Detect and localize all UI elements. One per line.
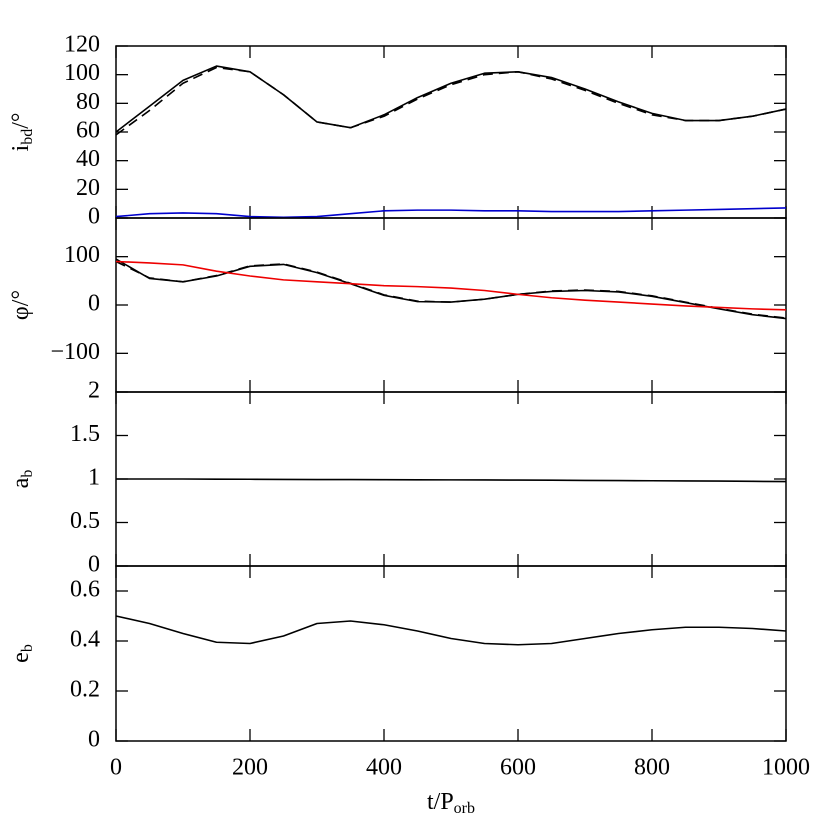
y-tick-label: 0.6 [70, 577, 100, 603]
y-axis-label: ab [8, 470, 36, 489]
label-text: φ/° [8, 290, 34, 320]
label-subscript: b [19, 644, 36, 652]
label-text: i [8, 144, 34, 151]
label-text: a [8, 477, 34, 488]
data-line [115, 65, 787, 133]
plot-frame [115, 217, 787, 393]
x-tick-label: 600 [500, 755, 536, 781]
y-tick-label: 20 [76, 175, 100, 201]
data-line [116, 478, 787, 483]
y-tick-label: 1 [88, 465, 100, 491]
y-tick-label: 0 [88, 552, 100, 578]
y-tick-label: 2 [88, 378, 100, 404]
y-tick-label: −100 [50, 339, 100, 365]
plot-frame [115, 565, 787, 742]
y-tick-label: 0 [88, 204, 100, 230]
x-tick-label: 0 [110, 755, 122, 781]
x-tick-label: 1000 [762, 755, 810, 781]
data-line [115, 615, 787, 646]
y-tick-label: 0.5 [70, 508, 100, 534]
label-subscript: b [19, 470, 36, 478]
y-tick-label: 0 [88, 291, 100, 317]
data-line [115, 260, 787, 311]
y-tick-label: 40 [76, 146, 100, 172]
x-tick-label: 800 [634, 755, 670, 781]
x-tick-label: 200 [232, 755, 268, 781]
x-axis-label: t/Porb [427, 789, 475, 817]
y-tick-label: 1.5 [70, 421, 100, 447]
label-subscript: orb [454, 800, 475, 817]
y-tick-label: 120 [64, 32, 100, 58]
label-text: /° [8, 113, 34, 129]
y-tick-label: 0.2 [70, 677, 100, 703]
y-tick-label: 80 [76, 89, 100, 115]
y-tick-label: 0.4 [70, 627, 100, 653]
y-tick-label: 60 [76, 118, 100, 144]
y-axis-label: eb [8, 644, 36, 663]
y-tick-label: 100 [64, 60, 100, 86]
label-text: t/P [427, 789, 454, 815]
y-tick-label: 100 [64, 242, 100, 268]
data-line [115, 260, 787, 319]
data-line [115, 207, 787, 219]
plot-frame [115, 45, 787, 219]
label-subscript: bd [19, 129, 36, 145]
y-axis-label: φ/° [8, 290, 34, 320]
x-tick-label: 400 [366, 755, 402, 781]
y-tick-label: 0 [88, 727, 100, 753]
data-line [115, 66, 787, 136]
label-text: e [8, 652, 34, 663]
y-axis-label: ibd/° [8, 113, 36, 152]
